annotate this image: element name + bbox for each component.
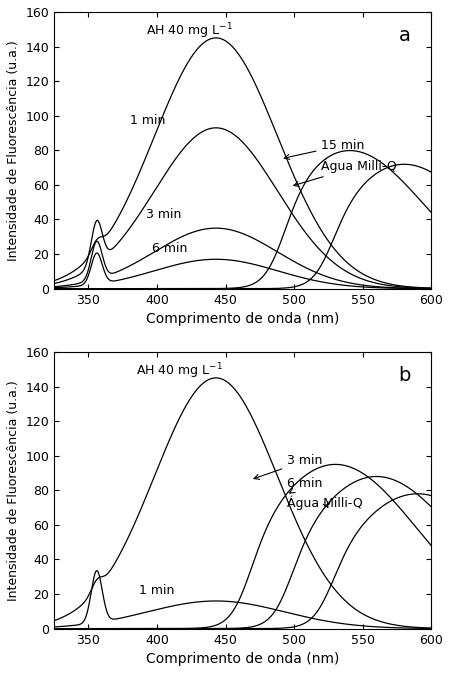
Text: b: b — [399, 365, 411, 385]
Y-axis label: Intensidade de Fluorescência (u.a.): Intensidade de Fluorescência (u.a.) — [7, 40, 20, 260]
Text: Água Milli-Q: Água Milli-Q — [287, 495, 363, 509]
Text: 6 min: 6 min — [287, 477, 323, 493]
Text: AH 40 mg L$^{-1}$: AH 40 mg L$^{-1}$ — [146, 21, 233, 41]
Y-axis label: Intensidade de Fluorescência (u.a.): Intensidade de Fluorescência (u.a.) — [7, 380, 20, 601]
Text: 15 min: 15 min — [284, 139, 365, 160]
Text: 3 min: 3 min — [146, 208, 181, 221]
Text: 6 min: 6 min — [152, 242, 187, 255]
X-axis label: Comprimento de onda (nm): Comprimento de onda (nm) — [146, 312, 339, 326]
Text: 1 min: 1 min — [139, 584, 175, 597]
Text: 1 min: 1 min — [130, 114, 165, 127]
Text: a: a — [399, 26, 411, 45]
Text: Água Milli-Q: Água Milli-Q — [294, 159, 397, 186]
Text: 3 min: 3 min — [254, 454, 323, 479]
X-axis label: Comprimento de onda (nm): Comprimento de onda (nm) — [146, 652, 339, 666]
Text: AH 40 mg L$^{-1}$: AH 40 mg L$^{-1}$ — [136, 361, 224, 381]
